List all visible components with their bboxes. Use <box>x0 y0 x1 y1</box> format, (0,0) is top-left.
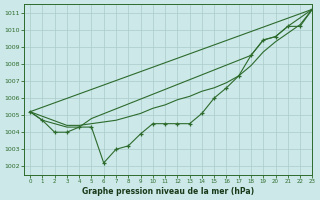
X-axis label: Graphe pression niveau de la mer (hPa): Graphe pression niveau de la mer (hPa) <box>82 187 254 196</box>
